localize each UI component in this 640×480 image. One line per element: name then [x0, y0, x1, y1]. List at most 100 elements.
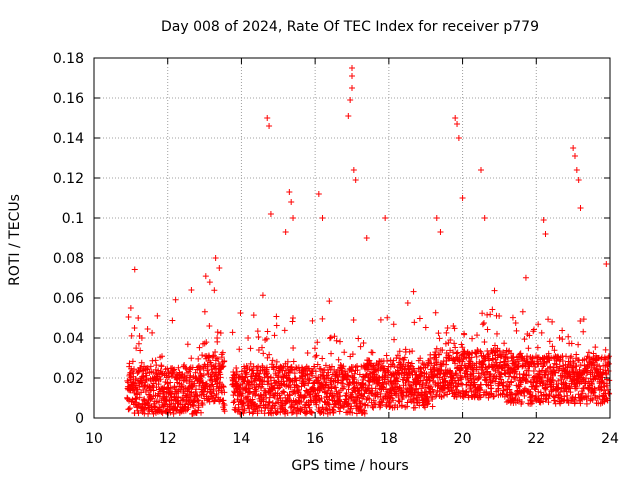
data-point — [564, 392, 571, 399]
data-point — [168, 372, 175, 379]
data-point — [341, 383, 348, 390]
data-point — [459, 195, 466, 201]
data-point — [429, 395, 436, 402]
data-point — [219, 383, 226, 390]
data-point — [209, 353, 216, 360]
data-point — [212, 348, 219, 355]
data-point — [221, 389, 228, 396]
data-point — [345, 386, 352, 393]
data-point — [325, 384, 332, 391]
data-point — [264, 373, 271, 380]
data-point — [259, 344, 266, 351]
chart-title: Day 008 of 2024, Rate Of TEC Index for r… — [161, 19, 539, 35]
data-point — [366, 396, 373, 403]
data-point — [281, 389, 288, 396]
data-point — [556, 334, 563, 341]
data-point — [409, 348, 416, 355]
data-point — [529, 398, 536, 405]
data-point — [350, 167, 357, 173]
data-point — [364, 402, 371, 409]
data-point — [484, 311, 491, 318]
data-point — [318, 395, 325, 402]
data-point — [501, 340, 508, 347]
data-point — [577, 205, 584, 211]
data-point — [125, 406, 132, 413]
data-point — [469, 373, 476, 380]
data-point — [238, 368, 245, 375]
data-point — [293, 377, 300, 384]
data-point — [459, 344, 466, 351]
data-point — [400, 393, 407, 400]
data-point — [281, 406, 288, 413]
data-point — [547, 363, 554, 370]
data-point — [126, 360, 133, 367]
data-point — [197, 364, 204, 371]
x-tick-label: 10 — [85, 431, 103, 447]
data-point — [277, 409, 284, 416]
data-point — [369, 349, 376, 356]
data-point — [294, 383, 301, 390]
data-point — [321, 398, 328, 405]
data-point — [204, 367, 211, 374]
data-point — [463, 389, 470, 396]
data-point — [536, 368, 543, 375]
y-tick-label: 0.06 — [53, 291, 84, 307]
data-point — [130, 379, 137, 386]
data-point — [266, 123, 273, 129]
data-point — [317, 366, 324, 373]
data-point — [489, 355, 496, 362]
data-point — [250, 312, 257, 319]
data-point — [352, 177, 359, 183]
data-point — [135, 410, 142, 417]
data-point — [575, 177, 582, 183]
data-point — [175, 394, 182, 401]
data-point — [322, 362, 329, 369]
data-point — [453, 371, 460, 378]
data-point — [208, 382, 215, 389]
data-point — [144, 326, 151, 333]
data-point — [430, 389, 437, 396]
data-point — [131, 325, 138, 331]
data-point — [568, 340, 575, 347]
data-point — [332, 384, 339, 391]
data-point — [182, 364, 189, 371]
data-point — [220, 383, 227, 390]
data-point — [230, 399, 237, 406]
data-point — [429, 403, 436, 410]
data-point — [312, 353, 319, 360]
data-point — [273, 358, 280, 365]
data-point — [477, 373, 484, 380]
data-point — [267, 211, 274, 217]
y-tick-label: 0.02 — [53, 371, 84, 387]
data-point — [169, 317, 176, 324]
data-point — [497, 359, 504, 366]
data-point — [597, 366, 604, 373]
data-point — [440, 392, 447, 399]
data-point — [410, 395, 417, 402]
data-point — [288, 199, 295, 205]
data-point — [443, 329, 450, 336]
data-point — [260, 350, 267, 357]
data-point — [264, 370, 271, 377]
data-point — [146, 383, 153, 390]
data-point — [575, 341, 582, 348]
data-point — [435, 330, 442, 337]
data-point — [555, 377, 562, 384]
data-point — [125, 314, 132, 321]
data-point — [466, 358, 473, 365]
data-point — [423, 389, 430, 396]
data-point — [199, 401, 206, 408]
data-point — [213, 391, 220, 398]
data-point — [550, 378, 557, 385]
data-point — [382, 215, 389, 221]
data-point — [360, 393, 367, 400]
data-point — [447, 336, 454, 343]
data-point — [221, 408, 228, 415]
data-point — [217, 374, 224, 381]
y-axis-label: ROTI / TECUs — [7, 194, 23, 286]
data-point — [253, 403, 260, 410]
data-point — [500, 379, 507, 386]
data-point — [417, 355, 424, 362]
x-tick-label: 20 — [454, 431, 472, 447]
data-point — [362, 373, 369, 380]
